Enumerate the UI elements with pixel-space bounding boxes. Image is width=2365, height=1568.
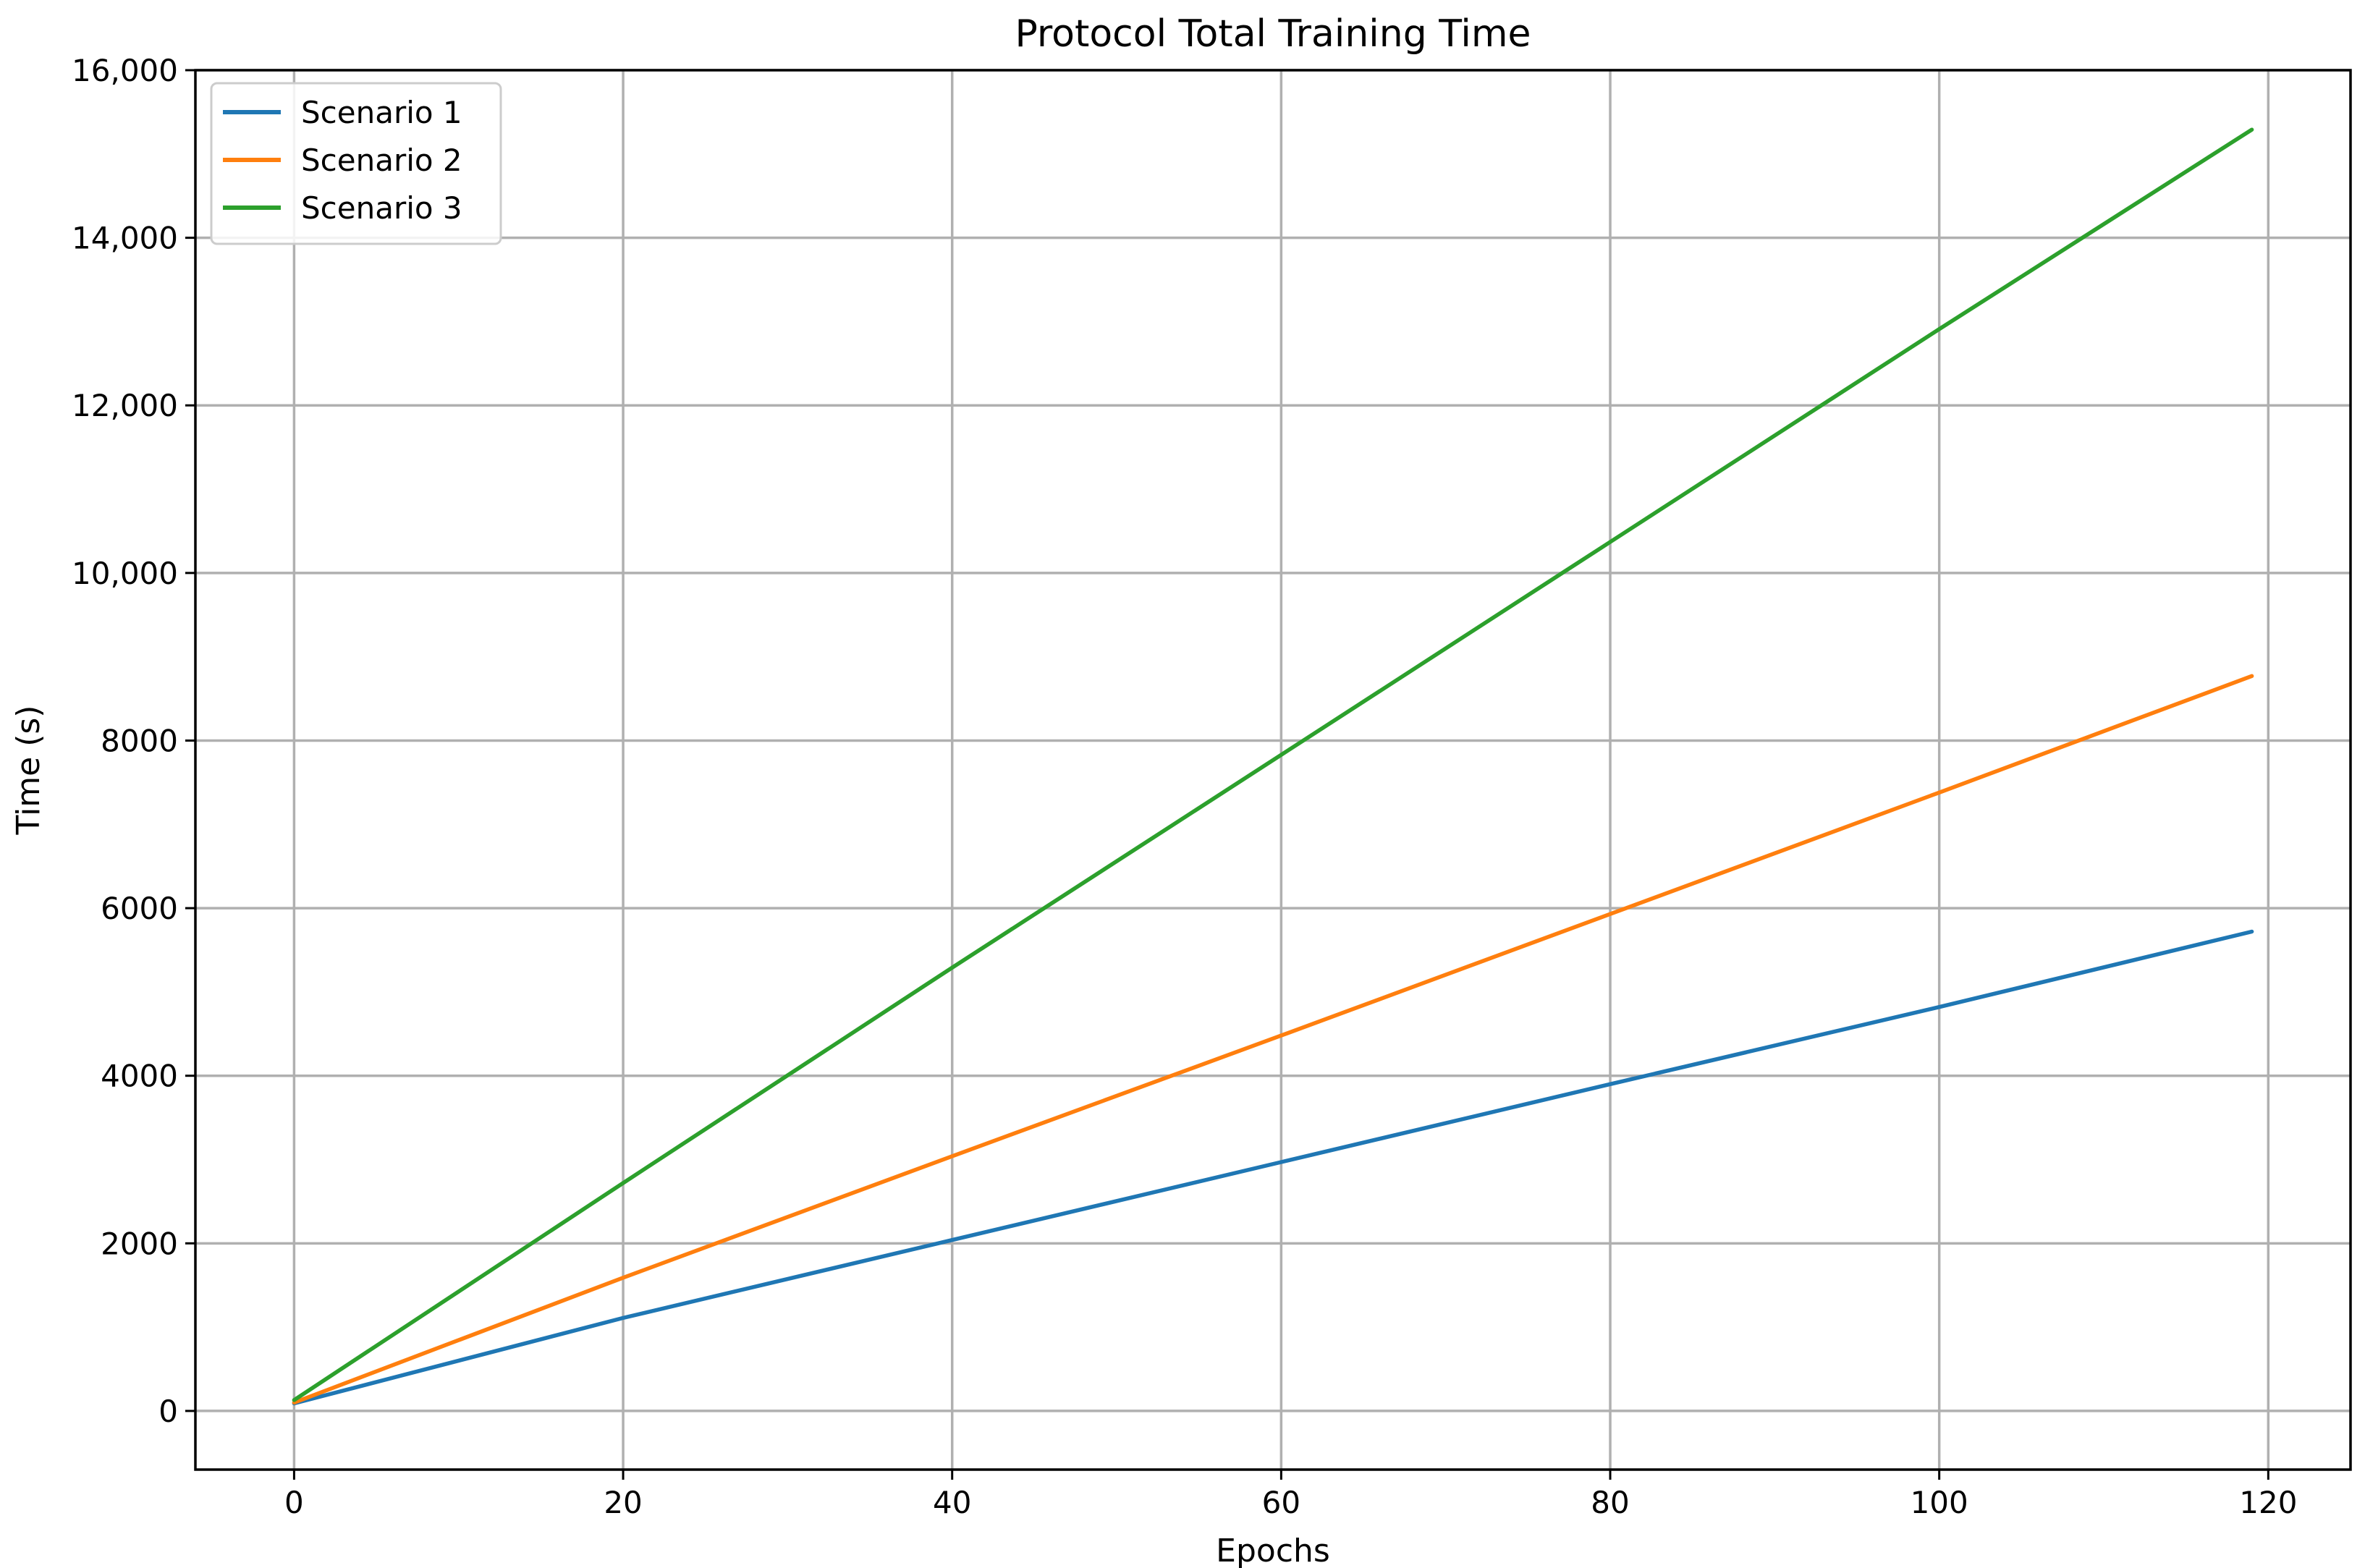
x-tick-label: 40 [933, 1485, 971, 1520]
y-tick-label: 2000 [101, 1226, 178, 1261]
legend-label: Scenario 2 [301, 143, 462, 178]
series-lines [292, 127, 2254, 1406]
y-tick-label: 8000 [101, 723, 178, 758]
x-tick-label: 80 [1591, 1485, 1629, 1520]
y-tick-label: 12,000 [72, 388, 178, 423]
y-axis-ticks: 0 2000 4000 6000 8000 10,000 12,000 14,000 16,00… [72, 53, 195, 1429]
grid-lines [195, 69, 2351, 1470]
y-tick-label: 16,000 [72, 53, 178, 88]
y-tick-label: 6000 [101, 891, 178, 926]
legend: Scenario 1 Scenario 2 Scenario 3 [210, 82, 502, 245]
y-tick-label: 10,000 [72, 556, 178, 591]
x-tick-label: 120 [2239, 1485, 2297, 1520]
x-tick-label: 0 [284, 1485, 304, 1520]
chart-title: Protocol Total Training Time [1015, 12, 1531, 56]
x-tick-label: 20 [604, 1485, 642, 1520]
x-tick-label: 60 [1262, 1485, 1300, 1520]
plot-frame [194, 69, 2352, 1471]
x-axis-ticks: 0 20 40 60 80 100 120 [284, 1470, 2297, 1520]
y-tick-label: 14,000 [72, 221, 178, 256]
legend-label: Scenario 1 [301, 95, 462, 130]
series-line-1 [292, 929, 2254, 1406]
y-axis-label: Time (s) [10, 705, 47, 836]
y-tick-label: 4000 [101, 1059, 178, 1094]
legend-box [210, 82, 502, 245]
legend-label: Scenario 3 [301, 190, 462, 226]
x-axis-label: Epochs [1216, 1533, 1330, 1568]
series-line-3 [292, 127, 2254, 1402]
x-tick-label: 100 [1911, 1485, 1968, 1520]
series-line-2 [292, 674, 2254, 1405]
y-tick-label: 0 [158, 1394, 178, 1429]
